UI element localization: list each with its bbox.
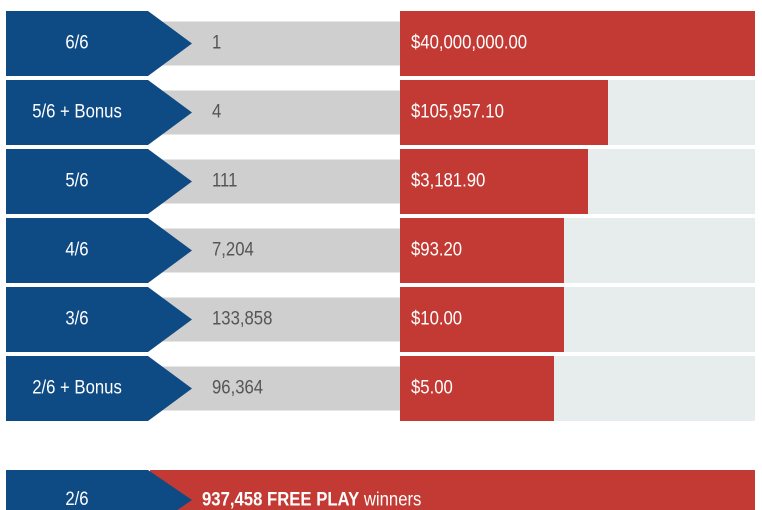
match-arrow [6,287,192,352]
prize-row: 5/6 + Bonus 4 $105,957.10 [6,80,755,145]
match-label: 5/6 [65,170,88,191]
prize-bar [400,80,608,145]
prize-amount: $5.00 [411,377,453,398]
prize-amount: $105,957.10 [411,101,504,122]
prize-bar [400,218,564,283]
prize-amount: $40,000,000.00 [411,32,527,53]
winners-count: 4 [212,101,221,122]
match-label: 2/6 + Bonus [32,377,122,398]
match-label: 4/6 [65,239,88,260]
prize-row: 5/6 111 $3,181.90 [6,149,755,214]
match-arrow [6,149,192,214]
prize-row: 4/6 7,204 $93.20 [6,218,755,283]
free-play-bar [150,470,755,510]
match-label: 5/6 + Bonus [32,101,122,122]
winners-count: 96,364 [212,377,263,398]
match-arrow [6,11,192,76]
prize-bar [400,11,755,76]
free-play-count: 937,458 [202,488,262,509]
winners-count: 7,204 [212,239,254,260]
match-label: 2/6 [65,488,88,509]
winners-count: 133,858 [212,308,272,329]
prize-row: 2/6 + Bonus 96,364 $5.00 [6,356,755,421]
free-play-row: 2/6 937,458 FREE PLAY winners [6,470,755,510]
prize-amount: $3,181.90 [411,170,485,191]
match-arrow [6,470,192,510]
match-arrow [6,218,192,283]
prize-row: 3/6 133,858 $10.00 [6,287,755,352]
free-play-text: 937,458 FREE PLAY winners [202,488,421,509]
prize-row: 6/6 1 $40,000,000.00 [6,11,755,76]
match-arrow [6,356,192,421]
prize-amount: $93.20 [411,239,462,260]
winners-count: 111 [212,170,237,191]
prize-amount: $10.00 [411,308,462,329]
free-play-suffix: winners [363,488,422,509]
prize-bar [400,149,588,214]
match-arrow [6,80,192,145]
prize-bar [400,356,554,421]
match-label: 6/6 [65,32,88,53]
free-play-label: FREE PLAY [267,488,359,509]
prize-bar [400,287,564,352]
match-label: 3/6 [65,308,88,329]
winners-count: 1 [212,32,221,53]
